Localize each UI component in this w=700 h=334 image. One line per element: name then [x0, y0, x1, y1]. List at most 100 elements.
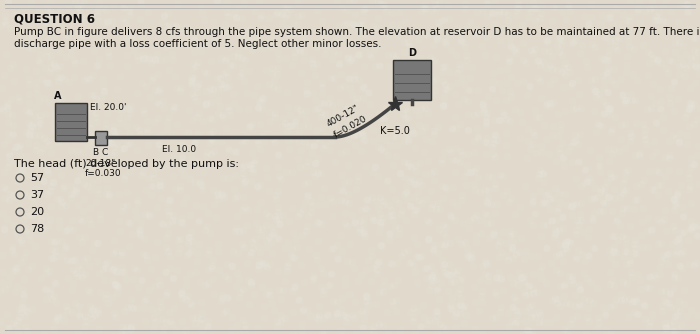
- Point: [368, 217, 379, 222]
- Point: [241, 222, 252, 228]
- Point: [678, 230, 690, 235]
- Point: [266, 301, 277, 306]
- Point: [457, 221, 468, 226]
- Point: [156, 164, 167, 169]
- Point: [0, 14, 10, 19]
- Point: [497, 174, 508, 179]
- Point: [222, 14, 233, 19]
- Point: [686, 55, 697, 61]
- Point: [377, 202, 388, 207]
- Point: [620, 248, 631, 254]
- Point: [297, 321, 308, 327]
- Point: [118, 270, 130, 275]
- Point: [0, 22, 6, 27]
- Point: [223, 108, 235, 113]
- Point: [206, 117, 218, 122]
- Point: [444, 306, 455, 311]
- Point: [184, 213, 195, 218]
- Point: [603, 247, 615, 252]
- Circle shape: [16, 225, 24, 233]
- Point: [121, 189, 132, 194]
- Point: [613, 35, 624, 41]
- Point: [272, 323, 283, 328]
- Point: [213, 86, 224, 91]
- Point: [660, 324, 671, 329]
- Point: [10, 144, 21, 150]
- Point: [594, 92, 605, 97]
- Point: [434, 24, 445, 29]
- Point: [412, 92, 423, 98]
- Point: [403, 261, 414, 266]
- Point: [1, 51, 12, 57]
- Point: [473, 133, 484, 139]
- Point: [22, 267, 33, 272]
- Point: [1, 21, 12, 26]
- Point: [601, 200, 612, 206]
- Point: [501, 153, 512, 159]
- Point: [587, 245, 598, 250]
- Point: [399, 49, 410, 55]
- Point: [20, 129, 32, 134]
- Point: [132, 306, 143, 311]
- Point: [87, 109, 98, 114]
- Point: [223, 84, 235, 89]
- Point: [612, 21, 624, 27]
- Point: [602, 57, 613, 63]
- Text: discharge pipe with a loss coefficient of 5. Neglect other minor losses.: discharge pipe with a loss coefficient o…: [14, 39, 382, 49]
- Point: [363, 257, 374, 262]
- Point: [245, 280, 256, 285]
- Point: [440, 87, 451, 92]
- Point: [186, 82, 197, 88]
- Point: [509, 320, 520, 325]
- Point: [25, 122, 36, 127]
- Point: [258, 133, 269, 139]
- Point: [494, 270, 505, 275]
- Point: [155, 282, 166, 288]
- Point: [458, 303, 470, 309]
- Point: [374, 222, 386, 227]
- Point: [190, 63, 202, 69]
- Point: [373, 145, 384, 150]
- Point: [79, 0, 90, 5]
- Point: [77, 274, 88, 280]
- Point: [199, 283, 211, 288]
- Point: [692, 312, 700, 318]
- Point: [100, 7, 111, 13]
- Point: [541, 245, 552, 251]
- Point: [670, 305, 681, 310]
- Point: [244, 161, 255, 166]
- Point: [34, 59, 46, 64]
- Point: [178, 29, 189, 35]
- Point: [218, 71, 229, 77]
- Point: [427, 138, 438, 144]
- Point: [0, 105, 6, 111]
- Point: [244, 165, 256, 171]
- Point: [317, 146, 328, 151]
- Point: [573, 222, 584, 227]
- Point: [222, 74, 233, 80]
- Point: [272, 87, 284, 92]
- Point: [152, 204, 163, 209]
- Point: [652, 192, 664, 198]
- Point: [233, 30, 244, 36]
- Point: [243, 106, 254, 112]
- Point: [433, 201, 444, 206]
- Point: [494, 238, 505, 243]
- Point: [102, 18, 113, 23]
- Point: [690, 61, 700, 66]
- Point: [335, 86, 346, 91]
- Point: [554, 146, 565, 151]
- Point: [395, 21, 406, 26]
- Point: [111, 269, 122, 274]
- Point: [195, 320, 206, 326]
- Point: [88, 93, 99, 98]
- Point: [601, 58, 612, 64]
- Point: [288, 21, 299, 26]
- Point: [326, 138, 337, 143]
- Point: [517, 40, 528, 46]
- Point: [209, 148, 220, 153]
- Point: [496, 249, 507, 254]
- Point: [263, 213, 274, 219]
- Point: [125, 168, 136, 174]
- Point: [357, 8, 368, 13]
